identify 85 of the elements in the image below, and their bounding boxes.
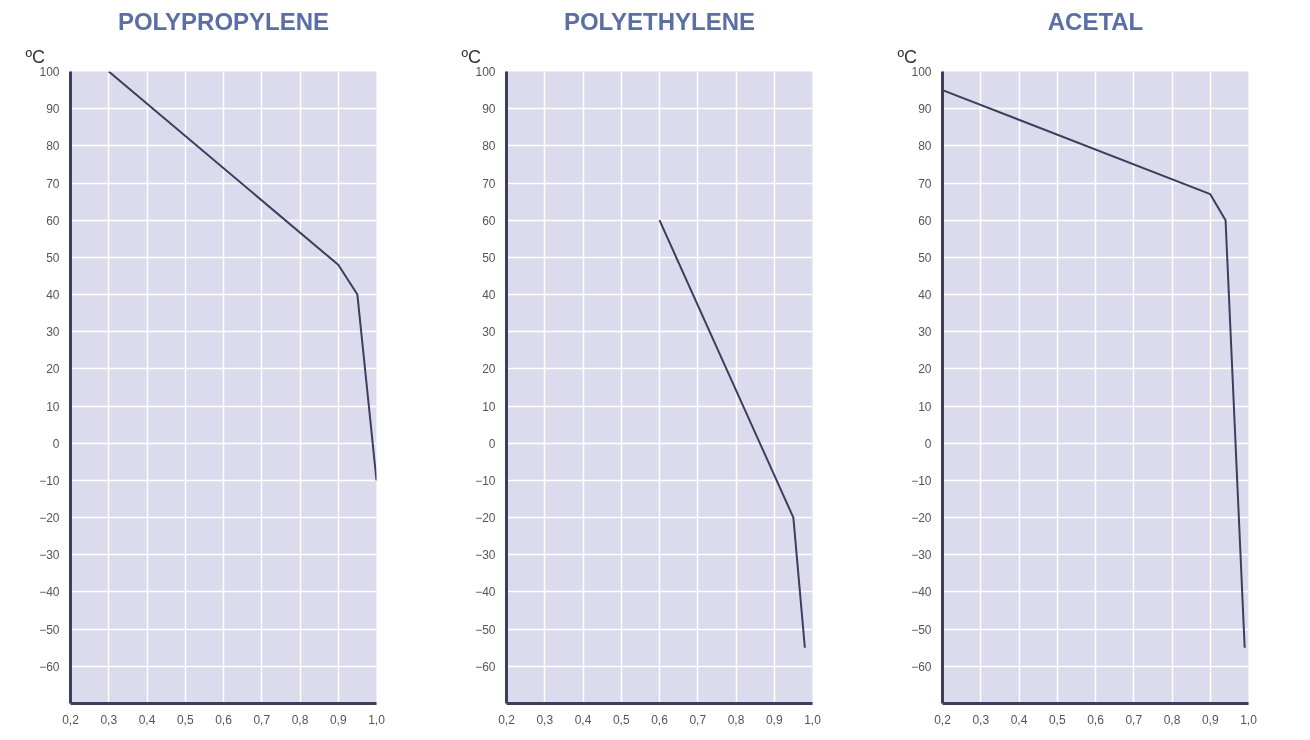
y-tick-label: −10 (39, 473, 60, 488)
y-tick-label: −10 (911, 473, 932, 488)
y-tick-label: −60 (475, 659, 496, 674)
y-axis-title: ºC (461, 46, 482, 67)
y-tick-label: 30 (918, 325, 932, 340)
y-tick-label: 60 (46, 213, 60, 228)
chart-title: ACETAL (1047, 7, 1144, 35)
y-tick-label: 0 (924, 436, 932, 451)
x-tick-label: 0,7 (253, 712, 271, 727)
y-tick-label: 90 (482, 102, 496, 117)
x-tick-label: 0,9 (765, 712, 783, 727)
y-tick-label: −30 (39, 548, 60, 563)
y-tick-label: 30 (482, 325, 496, 340)
y-tick-label: 0 (488, 436, 496, 451)
x-tick-label: 0,3 (536, 712, 554, 727)
y-tick-label: −50 (39, 622, 60, 637)
y-tick-label: 20 (918, 362, 932, 377)
line-series (107, 71, 377, 482)
chart-title: POLYPROPYLENE (117, 7, 330, 35)
x-tick-label: 0,9 (329, 712, 347, 727)
y-tick-label: 0 (52, 436, 60, 451)
x-tick-label: 0,4 (138, 712, 156, 727)
x-tick-label: 0,7 (689, 712, 707, 727)
x-tick-label: 0,5 (612, 712, 630, 727)
x-tick-label: 0,6 (215, 712, 233, 727)
x-tick-label: 0,9 (1201, 712, 1219, 727)
y-tick-label: −50 (475, 622, 496, 637)
y-tick-label: −30 (911, 548, 932, 563)
y-tick-label: 10 (482, 399, 496, 414)
y-tick-label: −20 (911, 511, 932, 526)
y-axis-title: ºC (25, 46, 46, 67)
y-tick-label: 30 (46, 325, 60, 340)
y-tick-label: −40 (475, 585, 496, 600)
x-tick-label: 0,2 (62, 712, 80, 727)
y-tick-label: 100 (475, 65, 496, 79)
x-tick-label: 0,6 (651, 712, 669, 727)
x-tick-label: 0,2 (498, 712, 516, 727)
y-tick-label: 50 (482, 250, 496, 265)
x-tick-label: 0,8 (1163, 712, 1181, 727)
y-tick-label: 20 (46, 362, 60, 377)
y-tick-label: 60 (918, 213, 932, 228)
x-tick-label: 1,0 (804, 712, 822, 727)
x-tick-label: 0,4 (1010, 712, 1028, 727)
y-tick-label: 80 (46, 139, 60, 154)
y-tick-label: −40 (911, 585, 932, 600)
y-tick-label: 20 (482, 362, 496, 377)
y-tick-label: 100 (911, 65, 932, 79)
y-tick-label: 50 (918, 250, 932, 265)
y-tick-label: 90 (918, 102, 932, 117)
y-tick-label: 40 (918, 288, 932, 303)
y-tick-label: 10 (918, 399, 932, 414)
y-tick-label: −10 (475, 473, 496, 488)
y-tick-label: −40 (39, 585, 60, 600)
y-tick-label: −60 (39, 659, 60, 674)
x-tick-label: 0,8 (291, 712, 309, 727)
x-tick-label: 0,3 (972, 712, 990, 727)
x-tick-label: 0,7 (1125, 712, 1143, 727)
y-tick-label: 70 (918, 176, 932, 191)
x-tick-label: 0,8 (727, 712, 745, 727)
y-tick-label: −20 (39, 511, 60, 526)
y-tick-label: 40 (46, 288, 60, 303)
y-tick-label: −50 (911, 622, 932, 637)
y-tick-label: 100 (39, 65, 60, 79)
y-tick-label: 80 (918, 139, 932, 154)
y-tick-label: 60 (482, 213, 496, 228)
y-tick-label: 10 (46, 399, 60, 414)
y-tick-label: 40 (482, 288, 496, 303)
y-tick-label: 50 (46, 250, 60, 265)
y-tick-label: 90 (46, 102, 60, 117)
x-tick-label: 0,6 (1087, 712, 1105, 727)
y-tick-label: 80 (482, 139, 496, 154)
y-tick-label: −60 (911, 659, 932, 674)
y-tick-label: −20 (475, 511, 496, 526)
x-tick-label: 0,3 (100, 712, 118, 727)
y-tick-label: 70 (482, 176, 496, 191)
x-tick-label: 0,5 (176, 712, 194, 727)
y-tick-label: −30 (475, 548, 496, 563)
chart-title: POLYETHYLENE (563, 7, 756, 35)
x-tick-label: 0,2 (934, 712, 952, 727)
x-tick-label: 0,5 (1048, 712, 1066, 727)
x-tick-label: 1,0 (368, 712, 386, 727)
x-tick-label: 0,4 (574, 712, 592, 727)
y-tick-label: 70 (46, 176, 60, 191)
x-tick-label: 1,0 (1240, 712, 1258, 727)
y-axis-title: ºC (897, 46, 918, 67)
